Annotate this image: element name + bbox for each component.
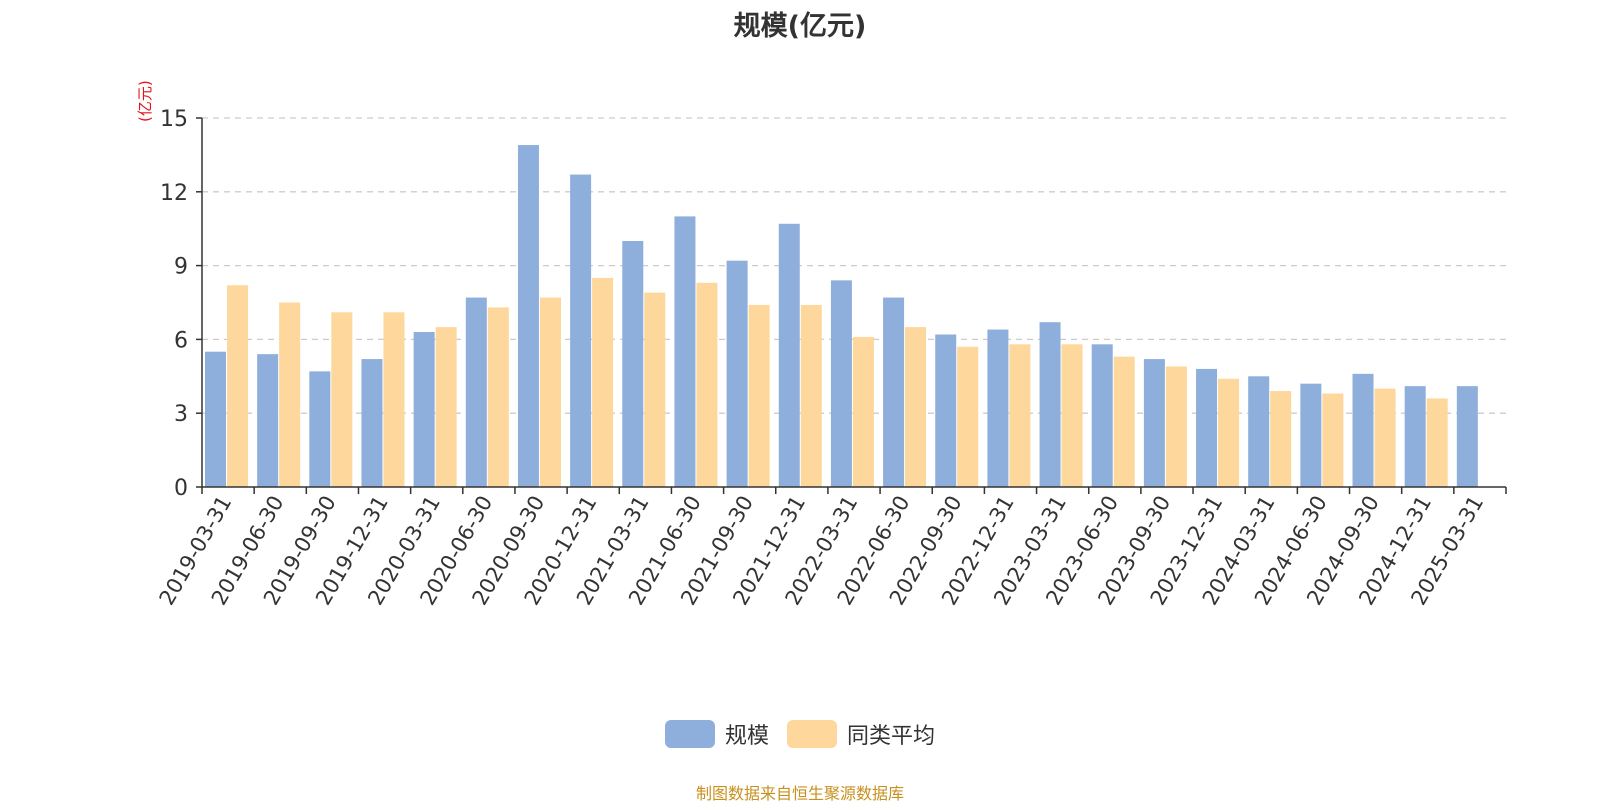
bar-series-1 xyxy=(465,297,487,487)
bar-series-1 xyxy=(622,241,644,487)
bar-series-2 xyxy=(1322,393,1344,487)
bar-series-1 xyxy=(309,371,331,487)
bar-series-2 xyxy=(592,277,614,487)
bar-series-2 xyxy=(331,312,353,487)
bar-series-2 xyxy=(435,327,457,487)
bar-series-2 xyxy=(1061,344,1083,487)
legend-swatch-series-1 xyxy=(664,720,715,748)
bar-series-1 xyxy=(1404,386,1426,487)
bar-series-2 xyxy=(696,282,718,487)
bar-series-1 xyxy=(1248,376,1270,487)
y-tick-label: 9 xyxy=(174,255,188,280)
bar-series-1 xyxy=(413,332,435,487)
chart-title: 规模(亿元) xyxy=(733,11,867,42)
bar-chart: 036912152019-03-312019-06-302019-09-3020… xyxy=(155,107,1507,609)
source-note: 制图数据来自恒生聚源数据库 xyxy=(695,784,904,803)
bar-series-1 xyxy=(935,334,957,487)
y-tick-label: 6 xyxy=(174,328,188,353)
bar-series-2 xyxy=(539,297,561,487)
bar-series-1 xyxy=(257,354,279,487)
bar-series-1 xyxy=(205,351,226,487)
legend-item-series-2[interactable]: 同类平均 xyxy=(787,718,935,750)
bar-series-1 xyxy=(1091,344,1113,487)
bar-series-1 xyxy=(726,260,748,487)
bar-series-2 xyxy=(279,302,301,487)
bar-series-2 xyxy=(957,346,979,487)
bar-series-1 xyxy=(570,174,592,487)
bar-series-2 xyxy=(1009,344,1031,487)
legend-label-series-1: 规模 xyxy=(724,724,769,749)
bar-series-1 xyxy=(830,280,852,487)
y-tick-label: 15 xyxy=(160,107,188,132)
legend: 规模 同类平均 xyxy=(0,718,1600,750)
bar-series-2 xyxy=(905,327,927,487)
bar-series-1 xyxy=(1300,383,1322,487)
bar-series-2 xyxy=(487,307,509,487)
bar-series-2 xyxy=(800,304,822,487)
bar-series-2 xyxy=(227,285,248,487)
bar-series-1 xyxy=(1456,386,1478,487)
bar-series-1 xyxy=(778,223,800,487)
bar-series-2 xyxy=(748,304,770,487)
legend-swatch-series-2 xyxy=(787,720,837,748)
y-tick-label: 3 xyxy=(174,402,188,427)
y-tick-label: 0 xyxy=(174,476,188,501)
bar-series-2 xyxy=(1218,378,1240,487)
bar-series-1 xyxy=(361,359,383,487)
bar-series-1 xyxy=(1039,322,1061,487)
bar-series-2 xyxy=(383,312,405,487)
y-tick-label: 12 xyxy=(160,181,188,206)
bar-series-1 xyxy=(674,216,696,487)
bar-series-2 xyxy=(1426,398,1448,487)
bars xyxy=(205,145,1478,487)
bar-series-2 xyxy=(1374,388,1396,487)
bar-series-2 xyxy=(1165,366,1187,487)
legend-item-series-1[interactable]: 规模 xyxy=(664,718,769,750)
axes xyxy=(196,117,1507,494)
bar-series-1 xyxy=(1352,373,1374,487)
bar-series-1 xyxy=(1143,359,1165,487)
bar-series-1 xyxy=(987,329,1009,487)
bar-series-2 xyxy=(852,336,874,487)
bar-series-2 xyxy=(1113,356,1135,487)
bar-series-2 xyxy=(1270,391,1292,487)
bar-series-1 xyxy=(517,145,539,487)
bar-series-1 xyxy=(883,297,905,487)
bar-series-1 xyxy=(1196,368,1218,487)
legend-label-series-2: 同类平均 xyxy=(847,724,936,749)
bar-series-2 xyxy=(644,292,666,487)
